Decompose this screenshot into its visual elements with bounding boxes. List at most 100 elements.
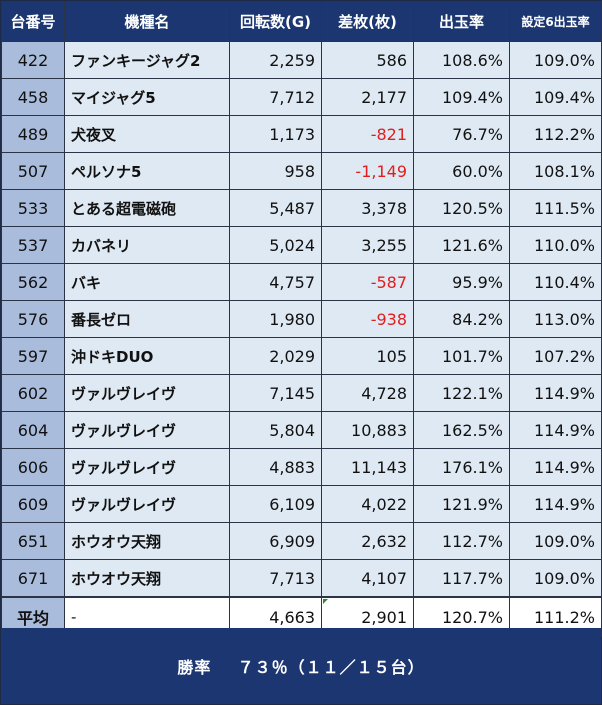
machine-name-cell: 番長ゼロ xyxy=(64,300,230,338)
spins-cell: 5,024 xyxy=(229,226,322,264)
payout-rate-cell: 117.7% xyxy=(413,559,510,598)
machine-number-cell: 604 xyxy=(1,411,65,449)
difference-cell: 10,883 xyxy=(321,411,414,449)
machine-name-cell: ヴァルヴレイヴ xyxy=(64,485,230,523)
setting6-rate-cell: 108.1% xyxy=(509,152,602,190)
payout-rate-cell: 162.5% xyxy=(413,411,510,449)
difference-cell: -587 xyxy=(321,263,414,301)
table-row: 537 カバネリ 5,024 3,255 121.6% 110.0% xyxy=(1,226,602,264)
win-rate-value: ７３％（１１／１５台） xyxy=(237,658,425,677)
table-row: 533 とある超電磁砲 5,487 3,378 120.5% 111.5% xyxy=(1,189,602,227)
spins-cell: 7,712 xyxy=(229,78,322,116)
machine-number-cell: 422 xyxy=(1,41,65,79)
machine-number-cell: 533 xyxy=(1,189,65,227)
footer-spacer xyxy=(211,657,237,676)
difference-cell: -938 xyxy=(321,300,414,338)
table-row: 597 沖ドキDUO 2,029 105 101.7% 107.2% xyxy=(1,337,602,375)
table-header: 台番号 機種名 回転数(G) 差枚(枚) 出玉率 設定6出玉率 xyxy=(1,1,602,42)
spins-cell: 6,109 xyxy=(229,485,322,523)
setting6-rate-cell: 110.0% xyxy=(509,226,602,264)
difference-cell: 2,177 xyxy=(321,78,414,116)
setting6-rate-cell: 107.2% xyxy=(509,337,602,375)
payout-rate-cell: 121.9% xyxy=(413,485,510,523)
machine-name-cell: ヴァルヴレイヴ xyxy=(64,448,230,486)
machine-number-cell: 576 xyxy=(1,300,65,338)
machine-number-cell: 507 xyxy=(1,152,65,190)
setting6-rate-cell: 114.9% xyxy=(509,374,602,412)
header-setting6-rate: 設定6出玉率 xyxy=(509,1,602,42)
difference-cell: 3,255 xyxy=(321,226,414,264)
machine-number-cell: 562 xyxy=(1,263,65,301)
spins-cell: 2,029 xyxy=(229,337,322,375)
table-row: 507 ペルソナ5 958 -1,149 60.0% 108.1% xyxy=(1,152,602,190)
difference-cell: 3,378 xyxy=(321,189,414,227)
results-table: 台番号 機種名 回転数(G) 差枚(枚) 出玉率 設定6出玉率 422 ファンキー… xyxy=(1,1,602,637)
table-row: 606 ヴァルヴレイヴ 4,883 11,143 176.1% 114.9% xyxy=(1,448,602,486)
win-rate-footer: 勝率 ７３％（１１／１５台） xyxy=(1,628,601,704)
machine-name-cell: カバネリ xyxy=(64,226,230,264)
machine-name-cell: ヴァルヴレイヴ xyxy=(64,411,230,449)
spins-cell: 4,883 xyxy=(229,448,322,486)
payout-rate-cell: 101.7% xyxy=(413,337,510,375)
spins-cell: 958 xyxy=(229,152,322,190)
setting6-rate-cell: 109.0% xyxy=(509,559,602,598)
spins-cell: 1,980 xyxy=(229,300,322,338)
payout-rate-cell: 122.1% xyxy=(413,374,510,412)
header-payout-rate: 出玉率 xyxy=(413,1,510,42)
spins-cell: 5,804 xyxy=(229,411,322,449)
payout-rate-cell: 95.9% xyxy=(413,263,510,301)
cell-comment-marker xyxy=(323,599,328,604)
machine-name-cell: ホウオウ天翔 xyxy=(64,559,230,598)
setting6-rate-cell: 109.0% xyxy=(509,41,602,79)
machine-name-cell: 犬夜叉 xyxy=(64,115,230,153)
machine-number-cell: 606 xyxy=(1,448,65,486)
setting6-rate-cell: 113.0% xyxy=(509,300,602,338)
spins-cell: 4,757 xyxy=(229,263,322,301)
payout-rate-cell: 109.4% xyxy=(413,78,510,116)
table-row: 609 ヴァルヴレイヴ 6,109 4,022 121.9% 114.9% xyxy=(1,485,602,523)
spins-cell: 7,713 xyxy=(229,559,322,598)
difference-cell: 4,107 xyxy=(321,559,414,598)
machine-number-cell: 597 xyxy=(1,337,65,375)
machine-number-cell: 671 xyxy=(1,559,65,598)
machine-name-cell: ファンキージャグ2 xyxy=(64,41,230,79)
setting6-rate-cell: 114.9% xyxy=(509,485,602,523)
table-row: 489 犬夜叉 1,173 -821 76.7% 112.2% xyxy=(1,115,602,153)
machine-name-cell: マイジャグ5 xyxy=(64,78,230,116)
setting6-rate-cell: 109.4% xyxy=(509,78,602,116)
difference-cell: 105 xyxy=(321,337,414,375)
setting6-rate-cell: 114.9% xyxy=(509,448,602,486)
machine-name-cell: ヴァルヴレイヴ xyxy=(64,374,230,412)
machine-number-cell: 609 xyxy=(1,485,65,523)
payout-rate-cell: 176.1% xyxy=(413,448,510,486)
table-row: 671 ホウオウ天翔 7,713 4,107 117.7% 109.0% xyxy=(1,559,602,598)
table-row: 651 ホウオウ天翔 6,909 2,632 112.7% 109.0% xyxy=(1,522,602,560)
spins-cell: 6,909 xyxy=(229,522,322,560)
machine-name-cell: バキ xyxy=(64,263,230,301)
machine-number-cell: 651 xyxy=(1,522,65,560)
setting6-rate-cell: 114.9% xyxy=(509,411,602,449)
payout-rate-cell: 60.0% xyxy=(413,152,510,190)
header-spins: 回転数(G) xyxy=(229,1,322,42)
table-row: 458 マイジャグ5 7,712 2,177 109.4% 109.4% xyxy=(1,78,602,116)
machine-number-cell: 458 xyxy=(1,78,65,116)
machine-name-cell: とある超電磁砲 xyxy=(64,189,230,227)
header-difference: 差枚(枚) xyxy=(321,1,414,42)
difference-cell: 2,632 xyxy=(321,522,414,560)
spins-cell: 2,259 xyxy=(229,41,322,79)
machine-name-cell: ペルソナ5 xyxy=(64,152,230,190)
payout-rate-cell: 121.6% xyxy=(413,226,510,264)
difference-cell: 11,143 xyxy=(321,448,414,486)
machine-name-cell: 沖ドキDUO xyxy=(64,337,230,375)
table-row: 602 ヴァルヴレイヴ 7,145 4,728 122.1% 114.9% xyxy=(1,374,602,412)
header-machine-name: 機種名 xyxy=(64,1,230,42)
header-machine-number: 台番号 xyxy=(1,1,65,42)
payout-rate-cell: 120.5% xyxy=(413,189,510,227)
payout-rate-cell: 76.7% xyxy=(413,115,510,153)
win-rate-label: 勝率 xyxy=(177,658,212,677)
setting6-rate-cell: 109.0% xyxy=(509,522,602,560)
difference-cell: -821 xyxy=(321,115,414,153)
table-row: 422 ファンキージャグ2 2,259 586 108.6% 109.0% xyxy=(1,41,602,79)
payout-rate-cell: 108.6% xyxy=(413,41,510,79)
difference-cell: 4,022 xyxy=(321,485,414,523)
